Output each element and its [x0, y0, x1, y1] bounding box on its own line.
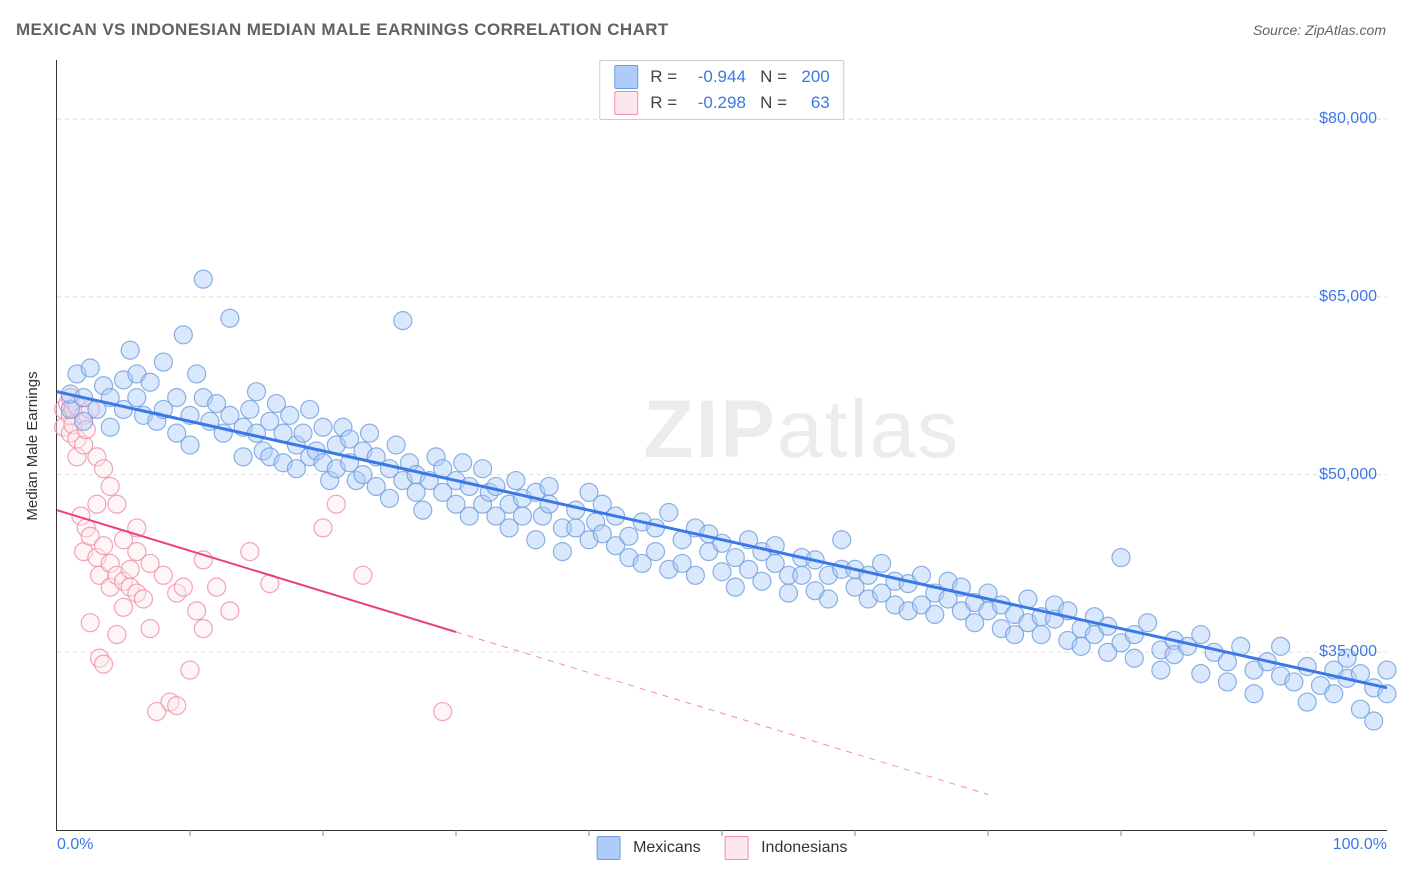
y-tick-label: $80,000 — [1319, 110, 1377, 128]
source-label: Source: ZipAtlas.com — [1253, 22, 1386, 38]
plot-area: 0.0% 100.0% R = -0.944 N = 200 R = -0.29… — [56, 60, 1387, 831]
plot-svg — [57, 60, 1387, 830]
swatch-icon — [597, 836, 621, 860]
stats-row-indonesians: R = -0.298 N = 63 — [614, 91, 829, 115]
legend-label: Mexicans — [633, 839, 701, 856]
n-value: 200 — [792, 67, 830, 87]
stats-legend: R = -0.944 N = 200 R = -0.298 N = 63 — [599, 60, 844, 120]
swatch-icon — [614, 65, 638, 89]
x-tick-right: 100.0% — [1333, 836, 1387, 854]
chart-title: MEXICAN VS INDONESIAN MEDIAN MALE EARNIN… — [16, 20, 669, 40]
legend-label: Indonesians — [761, 839, 847, 856]
r-value: -0.298 — [682, 93, 746, 113]
series-legend: Mexicans Indonesians — [597, 836, 848, 860]
y-axis-label: Median Male Earnings — [24, 371, 41, 520]
y-tick-label: $35,000 — [1319, 643, 1377, 661]
y-tick-label: $50,000 — [1319, 466, 1377, 484]
chart-container: MEXICAN VS INDONESIAN MEDIAN MALE EARNIN… — [0, 0, 1406, 892]
legend-item-mexicans: Mexicans — [597, 836, 701, 860]
stats-row-mexicans: R = -0.944 N = 200 — [614, 65, 829, 89]
r-value: -0.944 — [682, 67, 746, 87]
n-value: 63 — [792, 93, 830, 113]
y-tick-label: $65,000 — [1319, 288, 1377, 306]
x-tick-left: 0.0% — [57, 836, 93, 854]
swatch-icon — [725, 836, 749, 860]
legend-item-indonesians: Indonesians — [725, 836, 848, 860]
swatch-icon — [614, 91, 638, 115]
